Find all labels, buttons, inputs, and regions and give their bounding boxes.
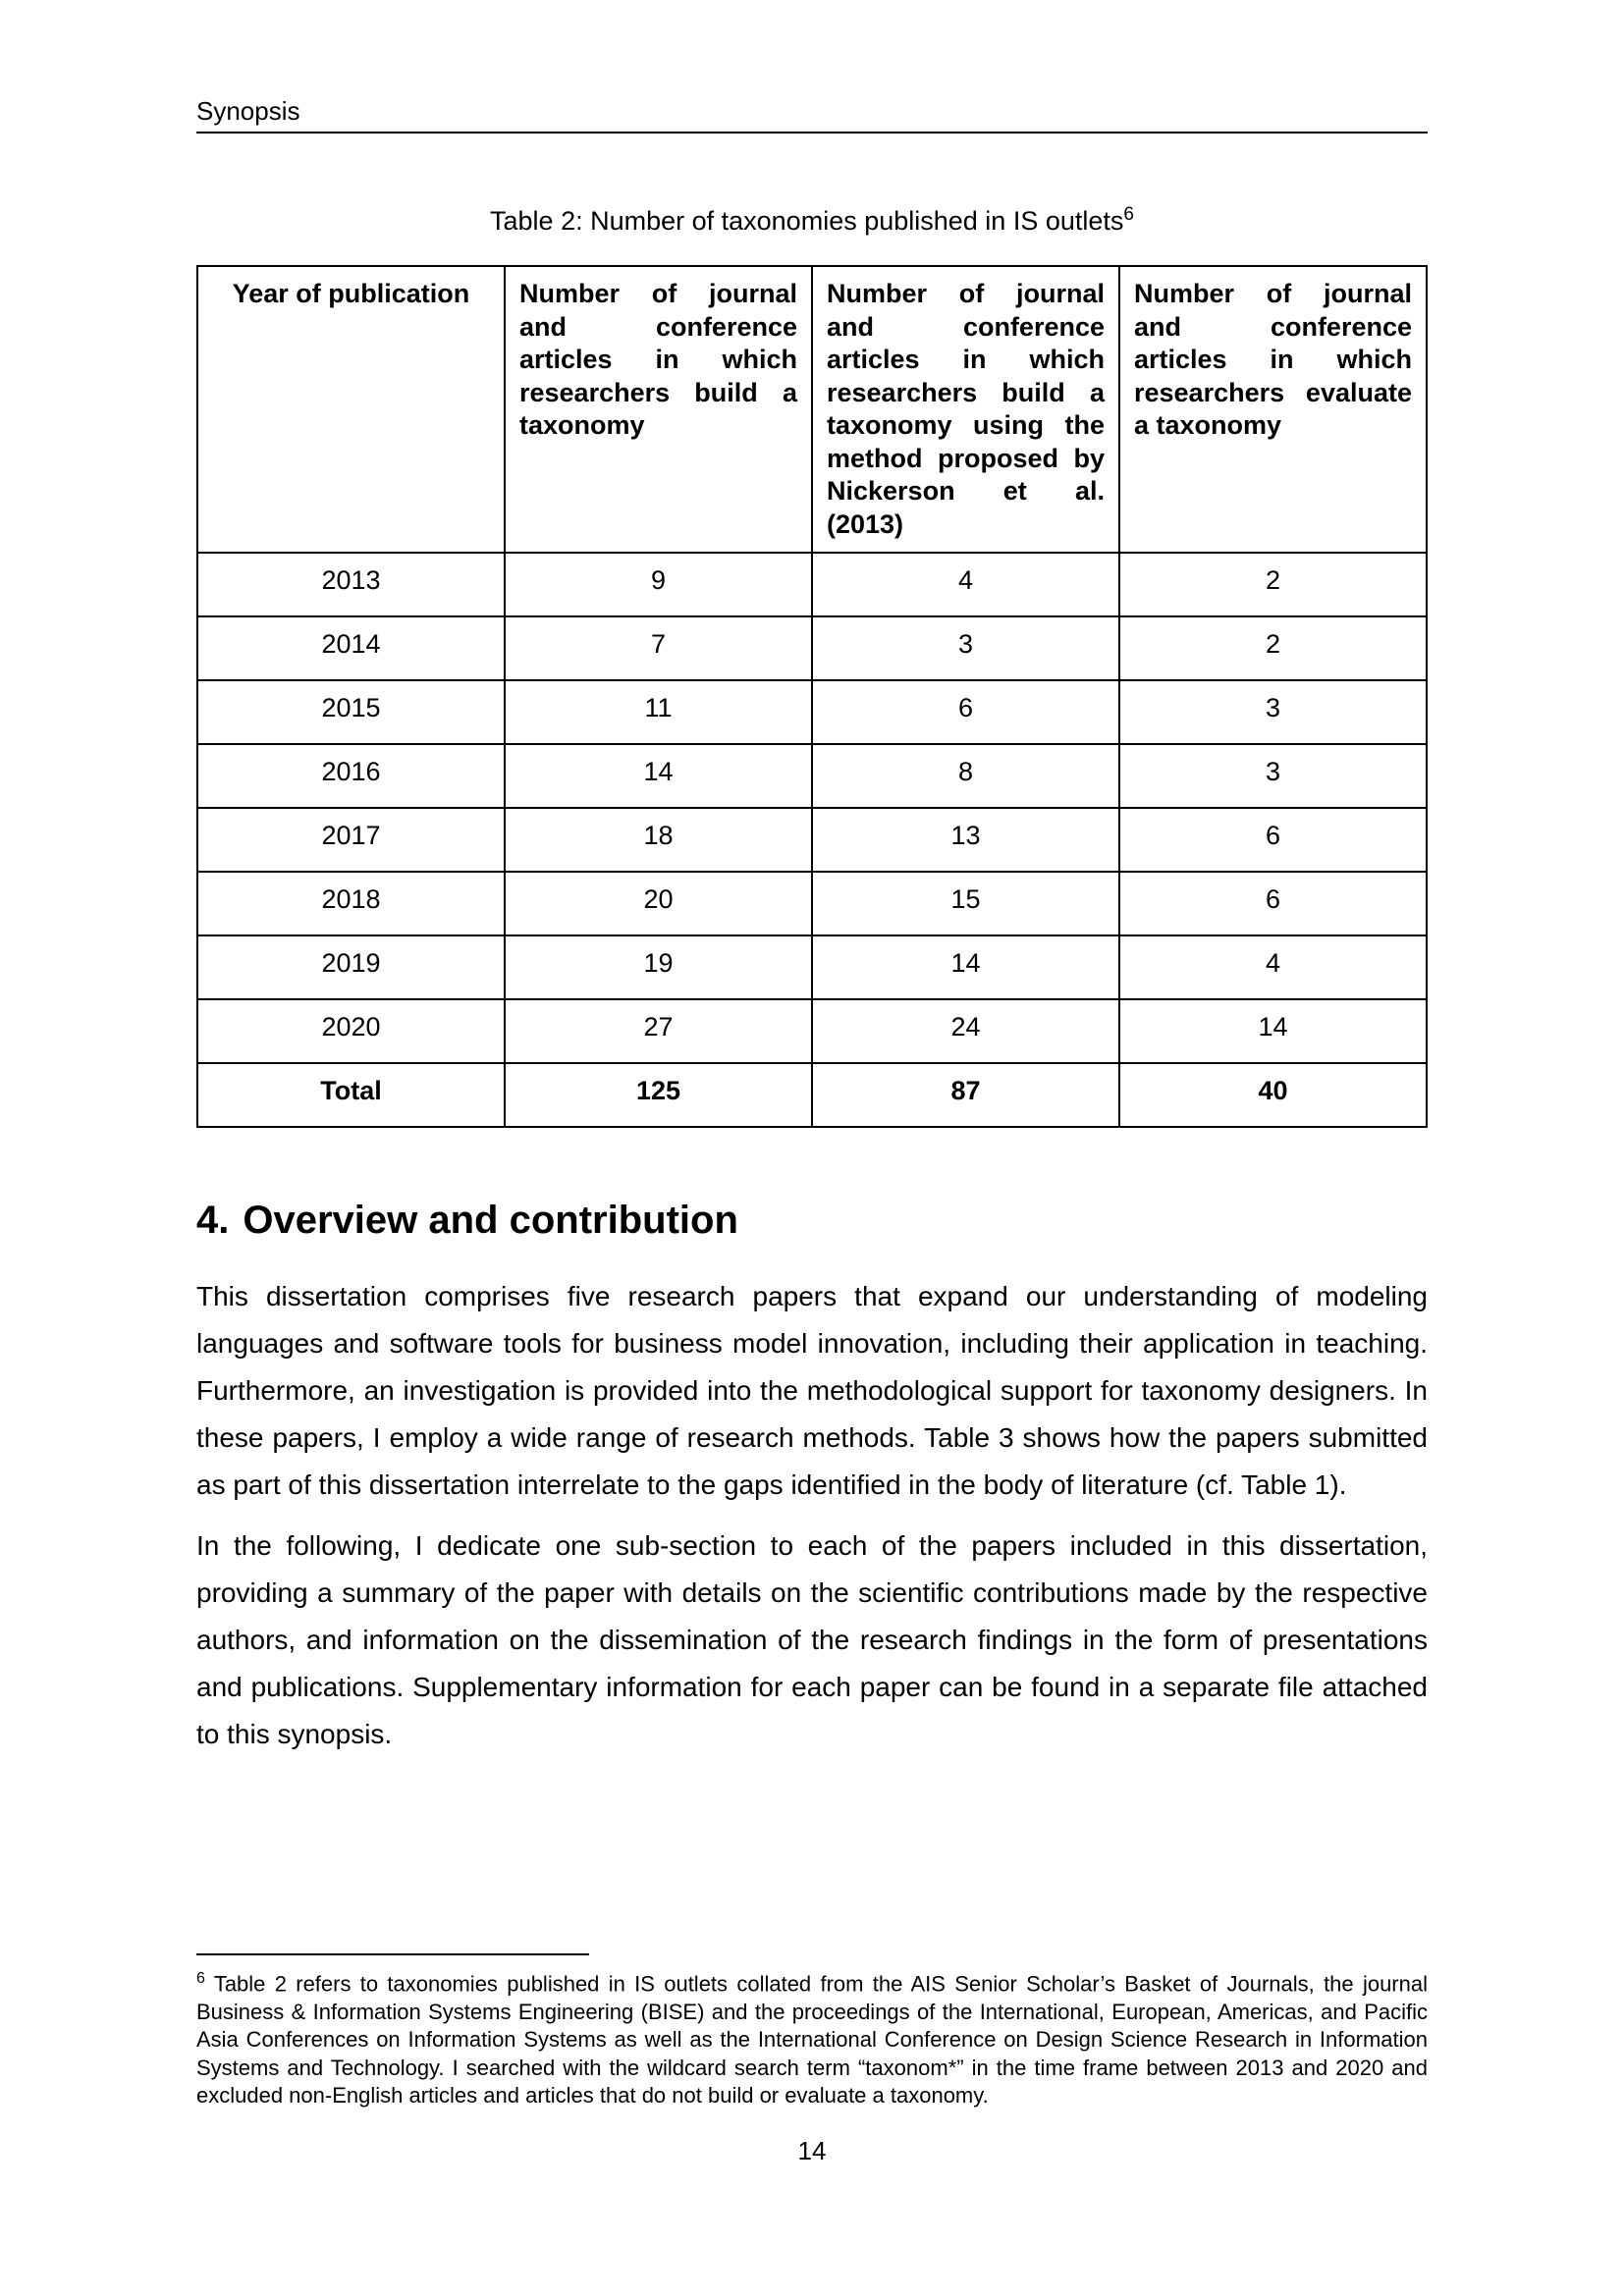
count-cell: 40: [1118, 1062, 1428, 1128]
table-row: 2013 9 4 2: [196, 552, 1428, 617]
year-cell: 2019: [196, 934, 506, 1000]
col-header-evaluate: Number of journal and conference article…: [1118, 265, 1428, 554]
table-header-row: Year of publication Number of journal an…: [196, 265, 1428, 554]
table-caption-text: Table 2: Number of taxonomies published …: [490, 206, 1124, 236]
year-cell: 2013: [196, 552, 506, 617]
year-cell: 2015: [196, 679, 506, 745]
count-cell: 3: [1118, 743, 1428, 809]
count-cell: 7: [504, 615, 813, 681]
running-header: Synopsis: [196, 0, 1428, 133]
paragraph-overview-2: In the following, I dedicate one sub-sec…: [196, 1530, 1428, 1749]
table-row: 2015 11 6 3: [196, 679, 1428, 745]
caption-footnote-ref: 6: [1123, 204, 1134, 225]
table-row: 2019 19 14 4: [196, 934, 1428, 1000]
count-cell: 3: [811, 615, 1120, 681]
footnote: 6 Table 2 refers to taxonomies published…: [196, 1965, 1428, 2110]
paragraph-overview-1: This dissertation comprises five researc…: [196, 1281, 1428, 1500]
footnote-number: 6: [196, 1970, 205, 1987]
section-number: 4.: [196, 1199, 230, 1242]
col-header-year: Year of publication: [196, 265, 506, 554]
count-cell: 20: [504, 871, 813, 936]
footnote-separator: [196, 1953, 589, 1955]
count-cell: 27: [504, 998, 813, 1064]
count-cell: 15: [811, 871, 1120, 936]
count-cell: 14: [811, 934, 1120, 1000]
year-cell: 2018: [196, 871, 506, 936]
count-cell: 9: [504, 552, 813, 617]
table-row: 2018 20 15 6: [196, 871, 1428, 936]
taxonomy-count-table: Year of publication Number of journal an…: [196, 265, 1428, 1128]
section-heading: 4. Overview and contribution: [196, 1197, 1428, 1244]
section-title: Overview and contribution: [243, 1199, 738, 1242]
count-cell: 18: [504, 807, 813, 873]
year-cell: 2020: [196, 998, 506, 1064]
col-header-build: Number of journal and conference article…: [504, 265, 813, 554]
footnote-text: Table 2 refers to taxonomies published i…: [196, 1971, 1428, 2109]
footnote-area: 6 Table 2 refers to taxonomies published…: [196, 1953, 1428, 2110]
count-cell: 6: [1118, 871, 1428, 936]
col-header-build-nickerson: Number of journal and conference article…: [811, 265, 1120, 554]
count-cell: 4: [1118, 934, 1428, 1000]
count-cell: 6: [811, 679, 1120, 745]
count-cell: 4: [811, 552, 1120, 617]
count-cell: 24: [811, 998, 1120, 1064]
count-cell: 6: [1118, 807, 1428, 873]
count-cell: 125: [504, 1062, 813, 1128]
page-number: 14: [797, 2136, 827, 2165]
year-cell: Total: [196, 1062, 506, 1128]
table-row: Total 125 87 40: [196, 1062, 1428, 1128]
count-cell: 87: [811, 1062, 1120, 1128]
count-cell: 19: [504, 934, 813, 1000]
count-cell: 13: [811, 807, 1120, 873]
count-cell: 11: [504, 679, 813, 745]
count-cell: 14: [1118, 998, 1428, 1064]
table-row: 2016 14 8 3: [196, 743, 1428, 809]
table-row: 2017 18 13 6: [196, 807, 1428, 873]
year-cell: 2017: [196, 807, 506, 873]
count-cell: 3: [1118, 679, 1428, 745]
year-cell: 2016: [196, 743, 506, 809]
count-cell: 2: [1118, 615, 1428, 681]
table-row: 2014 7 3 2: [196, 615, 1428, 681]
count-cell: 8: [811, 743, 1120, 809]
table-row: 2020 27 24 14: [196, 998, 1428, 1064]
year-cell: 2014: [196, 615, 506, 681]
count-cell: 14: [504, 743, 813, 809]
table-caption: Table 2: Number of taxonomies published …: [196, 198, 1428, 238]
count-cell: 2: [1118, 552, 1428, 617]
